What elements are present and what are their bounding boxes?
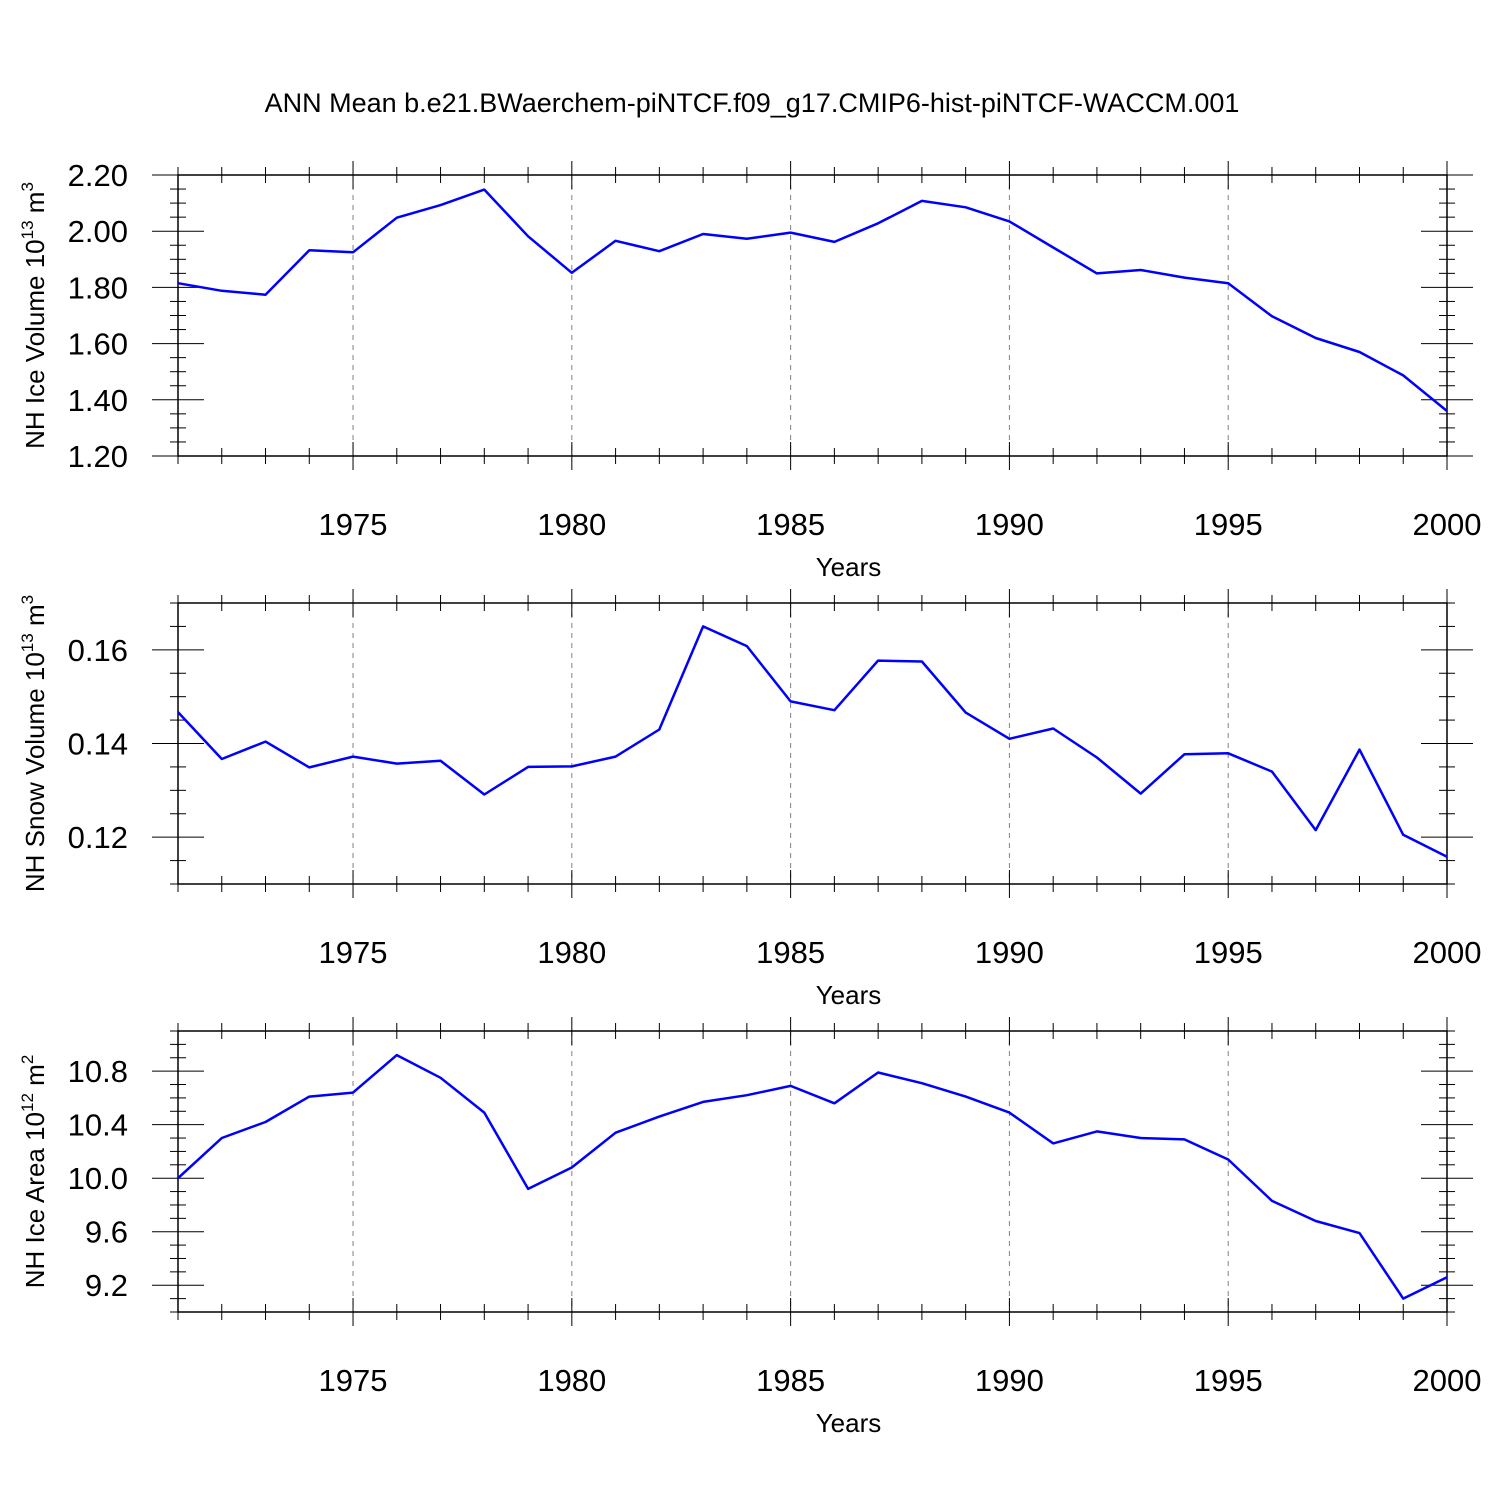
x-tick-label: 1985 [756, 1363, 825, 1398]
x-tick-label: 1990 [975, 507, 1044, 542]
x-tick-label: 2000 [1413, 1363, 1482, 1398]
x-axis-title: Years [816, 1408, 882, 1438]
y-tick-label: 1.20 [68, 439, 128, 474]
y-tick-label: 10.4 [68, 1108, 128, 1143]
x-tick-label: 1990 [975, 1363, 1044, 1398]
y-axis-title-part: NH Ice Volume 10 [20, 239, 50, 449]
x-tick-label: 2000 [1413, 935, 1482, 970]
y-axis-title-superscript: 2 [18, 1055, 37, 1064]
y-tick-label: 0.16 [68, 633, 128, 668]
chart-panel-1: 1.20 1.40 1.60 1.80 2.00 2.20 1975 1980 1985 1990… [18, 158, 1481, 582]
x-tick-label: 1980 [537, 1363, 606, 1398]
series-line [177, 1053, 1448, 1300]
y-tick-label: 2.20 [68, 158, 128, 193]
x-tick-label: 1980 [537, 935, 606, 970]
x-tick-label: 1975 [319, 507, 388, 542]
plot-frame [177, 1030, 1448, 1313]
x-tick-label: 2000 [1413, 507, 1482, 542]
y-tick-label: 1.60 [68, 327, 128, 362]
y-axis-title-superscript: 3 [18, 182, 37, 191]
chart-panel-3: 9.2 9.6 10.0 10.4 10.8 1975 1980 1985 1990 1995 20… [18, 1017, 1481, 1438]
x-tick-label: 1975 [319, 1363, 388, 1398]
x-tick-label: 1975 [319, 935, 388, 970]
panels: 1.20 1.40 1.60 1.80 2.00 2.20 1975 1980 1985 1990… [18, 158, 1481, 1438]
x-tick-label: 1995 [1194, 935, 1263, 970]
plot-frame [177, 174, 1448, 457]
y-axis-title-part: m [20, 604, 50, 633]
x-tick-label: 1995 [1194, 1363, 1263, 1398]
x-axis-title: Years [816, 552, 882, 582]
x-tick-label: 1985 [756, 935, 825, 970]
series-line [177, 188, 1448, 412]
y-tick-label: 10.8 [68, 1054, 128, 1089]
y-tick-label: 1.80 [68, 270, 128, 305]
y-axis-title: NH Ice Volume 1013 m3 [18, 182, 50, 449]
x-axis-title: Years [816, 980, 882, 1010]
y-tick-label: 0.12 [68, 820, 128, 855]
y-axis-title-superscript: 13 [18, 220, 37, 239]
y-axis-title: NH Snow Volume 1013 m3 [18, 595, 50, 892]
y-tick-label: 9.2 [85, 1268, 128, 1303]
figure-title: ANN Mean b.e21.BWaerchem-piNTCF.f09_g17.… [265, 88, 1240, 118]
y-axis-title-superscript: 3 [18, 595, 37, 604]
y-axis-title-part: m [20, 1064, 50, 1093]
x-tick-label: 1990 [975, 935, 1044, 970]
x-tick-label: 1985 [756, 507, 825, 542]
x-tick-label: 1995 [1194, 507, 1263, 542]
y-tick-label: 2.00 [68, 214, 128, 249]
y-tick-label: 10.0 [68, 1161, 128, 1196]
y-axis-title-superscript: 13 [18, 633, 37, 652]
y-axis-title-part: m [20, 192, 50, 221]
chart-panel-2: 0.12 0.14 0.16 1975 1980 1985 1990 1995 2000 Year… [18, 589, 1481, 1010]
y-axis-title-part: NH Snow Volume 10 [20, 652, 50, 892]
series-line [177, 625, 1448, 858]
y-axis-title-part: NH Ice Area 10 [20, 1112, 50, 1288]
plot-frame [177, 602, 1448, 885]
y-axis-title-superscript: 12 [18, 1093, 37, 1112]
y-axis-title: NH Ice Area 1012 m2 [18, 1055, 50, 1289]
y-tick-label: 9.6 [85, 1215, 128, 1250]
y-tick-label: 0.14 [68, 727, 128, 762]
x-tick-label: 1980 [537, 507, 606, 542]
y-tick-label: 1.40 [68, 383, 128, 418]
